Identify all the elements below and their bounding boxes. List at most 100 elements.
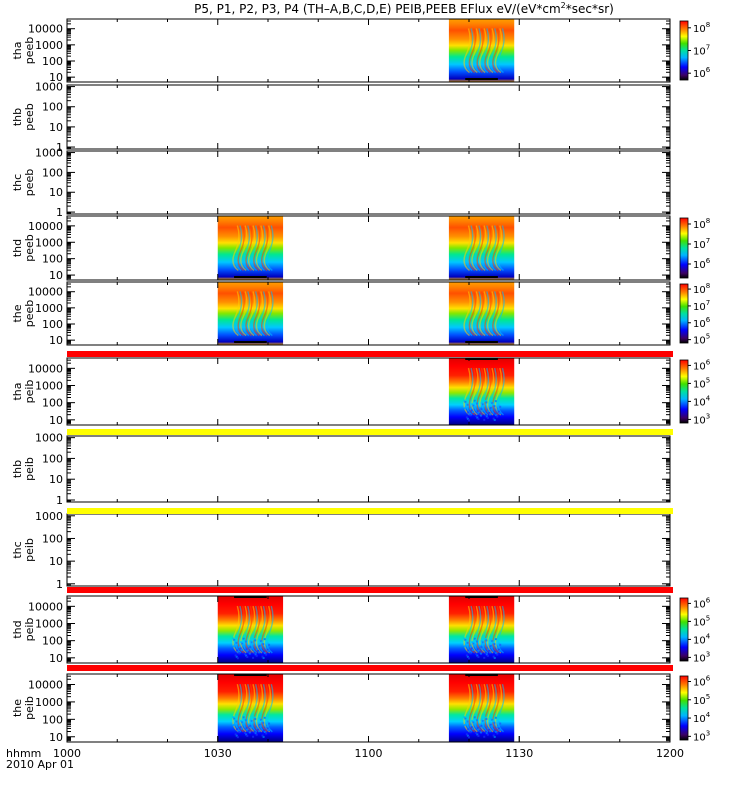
y-ticks [67,595,670,664]
y-ticks [67,281,670,346]
spectrogram-texture [232,684,274,739]
colorbar-label: 107 [693,237,710,251]
spectrogram-texture [232,291,274,337]
date-label: 2010 Apr 01 [6,758,74,771]
colorbar-label: 108 [693,282,710,296]
y-ticks [67,152,670,215]
x-tick-label: 1030 [204,747,232,760]
y-tick-label: 10 [49,121,63,134]
spectrogram-texture [463,605,505,660]
y-tick-label: 10 [49,71,63,84]
y-tick-label: 1000 [35,432,63,445]
x-tick-label: 1200 [656,747,684,760]
spectrogram-texture [463,684,505,739]
panel-frame [66,357,671,426]
spectrogram-texture [463,28,505,74]
y-tick-label: 1000 [35,696,63,709]
y-tick-label: 10 [49,186,63,199]
colorbar-label: 107 [693,44,710,58]
y-tick-label: 1000 [35,380,63,393]
panel-thb-peib: 1 10 100 1000 thbpeib [11,432,671,507]
panel-ylabel: thdpeib [11,618,36,642]
colorbar: 106 105 104 103 [679,596,711,664]
spectrogram-texture [463,291,505,337]
panel-ylabel: thbpeeb [11,103,36,131]
colorbar-label: 104 [693,394,711,408]
panel-tha-peib: 10 100 1000 10000 thapeib 106 105 104 103 [11,357,711,427]
y-tick-label: 100 [42,55,63,68]
colorbar-label: 103 [693,729,710,743]
panel-ylabel: thepeeb [11,300,36,328]
x-tick-label: 1130 [505,747,533,760]
colorbar-label: 105 [693,693,710,707]
panel-stack: 10100100010000thapeeb1081071061101001000… [11,18,711,744]
colorbar-label: 106 [693,358,711,372]
x-tick-label: 1100 [355,747,383,760]
y-tick-label: 100 [42,397,63,410]
y-tick-label: 1000 [35,510,63,523]
status-bar-red [67,351,673,357]
y-tick-label: 1000 [35,236,63,249]
y-tick-label: 10000 [28,600,63,613]
colorbar-label: 105 [693,333,710,347]
y-ticks [67,215,670,281]
colorbar: 106 105 104 103 [679,674,711,743]
panel-frame [66,18,671,83]
colorbar-label: 103 [693,412,710,426]
y-tick-label: 100 [42,318,63,331]
panel-thc-peeb: 1 10 100 1000 thcpeeb [11,147,671,219]
colorbar-label: 106 [693,257,711,271]
colorbar-label: 104 [693,711,711,725]
y-tick-label: 10 [49,334,63,347]
panel-thb-peeb: 1 10 100 1000 thbpeeb [11,81,671,154]
panel-thd-peib: 10 100 1000 10000 thdpeib 106 105 104 103 [11,595,711,665]
y-tick-label: 10000 [28,286,63,299]
panel-ylabel: thbpeib [11,457,36,481]
panel-frame [66,150,671,215]
panel-ylabel: thcpeeb [11,169,36,197]
colorbar-label: 105 [693,614,710,628]
y-tick-label: 10 [49,555,63,568]
panel-frame [66,215,671,281]
y-tick-label: 10 [49,414,63,427]
colorbar-label: 105 [693,376,710,390]
colorbar-label: 108 [693,21,710,35]
panel-thc-peib: 1 10 100 1000 thcpeib [11,510,671,591]
colorbar-label: 106 [693,66,711,80]
spectrogram-texture [232,225,274,271]
spectrogram-texture [232,605,274,660]
colorbar: 108 107 106 105 [679,282,711,347]
time-label: hhmm [6,747,41,760]
time-axis: 1000 1030 1100 1130 1200 [53,19,684,760]
y-ticks [67,515,670,587]
y-tick-label: 1 [56,494,63,507]
y-tick-label: 100 [42,713,63,726]
panel-ylabel: thdpeeb [11,234,36,262]
status-bar-yellow [67,508,673,514]
figure-title: P5, P1, P2, P3, P4 (TH–A,B,C,D,E) PEIB,P… [194,1,614,16]
colorbar-label: 107 [693,299,710,313]
y-tick-label: 10000 [28,23,63,36]
y-tick-label: 100 [42,101,63,114]
y-tick-label: 1000 [35,147,63,160]
spectrogram-texture [463,367,505,422]
y-tick-label: 100 [42,635,63,648]
y-ticks [67,673,670,743]
y-tick-label: 100 [42,452,63,465]
colorbar: 108 107 106 [679,217,711,279]
panel-frame [66,595,671,664]
y-tick-label: 10 [49,269,63,282]
y-tick-label: 100 [42,253,63,266]
panel-the-peib: 10 100 1000 10000 thepeib 106 105 104 103 [11,673,711,744]
x-tick-label: 1000 [53,747,81,760]
y-tick-label: 1000 [35,618,63,631]
colorbar-label: 104 [693,632,711,646]
y-tick-label: 1000 [35,81,63,94]
panel-frame [66,673,671,743]
y-ticks [67,18,670,83]
y-ticks [67,437,670,503]
